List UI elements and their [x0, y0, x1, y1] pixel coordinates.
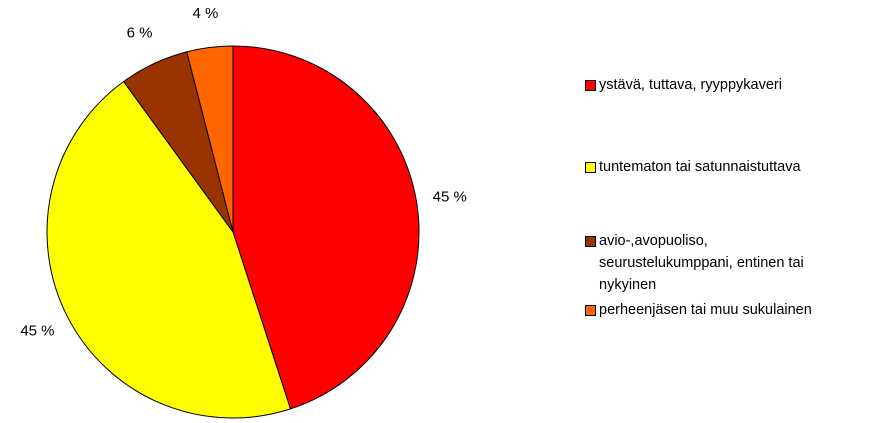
legend-item: perheenjäsen tai muu sukulainen	[585, 299, 812, 321]
legend-label: perheenjäsen tai muu sukulainen	[599, 302, 812, 318]
data-label: 45 %	[20, 323, 54, 340]
pie-slice	[232, 45, 420, 410]
legend-item: ystävä, tuttava, ryyppykaveri	[585, 74, 782, 96]
pie-slice	[46, 80, 292, 419]
legend-swatch	[585, 80, 596, 91]
legend-item: avio-,avopuoliso, seurustelukumppani, en…	[585, 230, 843, 296]
pie-slice	[186, 45, 234, 233]
legend-item: tuntematon tai satunnaistuttava	[585, 156, 801, 178]
data-label: 6 %	[127, 24, 153, 41]
legend-swatch	[585, 162, 596, 173]
data-label: 45 %	[433, 189, 467, 206]
legend-swatch	[585, 236, 596, 247]
legend-label: ystävä, tuttava, ryyppykaveri	[599, 77, 782, 93]
data-label: 4 %	[193, 5, 219, 22]
legend-label: tuntematon tai satunnaistuttava	[599, 159, 801, 175]
legend-label: avio-,avopuoliso, seurustelukumppani, en…	[599, 233, 804, 293]
legend-swatch	[585, 305, 596, 316]
